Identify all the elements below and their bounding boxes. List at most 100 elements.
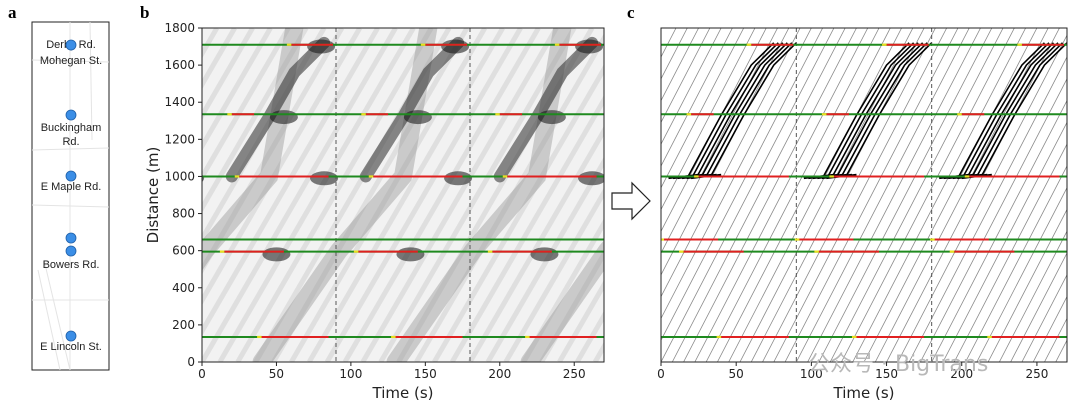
c-trajectory-20: [728, 28, 902, 362]
c-xtick-label-2: 100: [800, 367, 823, 381]
b-streak-12: [202, 28, 398, 362]
b-streak-32: [557, 279, 604, 362]
c-queue-4-0: [1075, 175, 1080, 179]
b-streak-16: [271, 28, 470, 362]
c-platoon-2-4: [840, 42, 928, 177]
b-queue-0-0: [136, 110, 164, 124]
c-trajectory-28: [818, 28, 993, 362]
b-queue-0-1: [173, 40, 201, 54]
panel-b-heatmap: 0 50 100 150 200 250 0 200 400 600 800 1000 1200 1400…: [128, 21, 605, 402]
c-platoon-1-2: [696, 42, 784, 177]
c-trajectory-12: [661, 28, 812, 320]
b-band-high-2: [359, 36, 465, 183]
b-streak-18: [307, 28, 505, 362]
c-trajectory-41: [965, 165, 1067, 362]
c-trajectory-50: [1066, 361, 1067, 362]
c-trajectory-47: [1032, 295, 1067, 362]
map-marker-2-0: [65, 170, 77, 182]
c-xtick-label-0: 0: [657, 367, 665, 381]
panel-b-ticks: 0 50 100 150 200 250 0 200 400 600 800 1000 1200 1400…: [164, 21, 585, 381]
c-trajectory-17: [694, 28, 869, 362]
map-streets: [31, 21, 110, 371]
c-trajectory-26: [795, 28, 970, 362]
c-platoon-1-4: [705, 42, 793, 177]
c-platoon-1-5: [709, 42, 797, 177]
c-trajectory-8: [661, 28, 767, 233]
c-platoon-2-2: [831, 42, 919, 177]
b-streak-10: [202, 28, 362, 306]
b-xtick-label-3: 150: [414, 367, 437, 381]
c-trajectory-10: [661, 28, 790, 276]
c-trajectory-37: [920, 77, 1067, 362]
c-xtick-label-5: 250: [1025, 367, 1048, 381]
c-trajectory-3: [661, 28, 711, 124]
b-ytick-label-3: 600: [172, 244, 195, 258]
c-platoon-3-3: [971, 42, 1059, 177]
b-streak-13: [217, 28, 416, 362]
x-axis-label-b: Time (s): [372, 384, 434, 402]
c-trajectory-22: [750, 28, 925, 362]
c-trajectory-34: [886, 28, 1060, 362]
b-queue-2-1: [441, 39, 470, 54]
b-ytick-label-2: 400: [172, 281, 195, 295]
c-xtick-label-4: 200: [950, 367, 973, 381]
b-streak-20: [342, 28, 541, 362]
c-trajectory-24: [773, 28, 948, 362]
y-axis-label-b: Distance (m): [144, 147, 162, 244]
b-ytick-label-5: 1000: [164, 169, 195, 183]
panel-c-trajectories: 0 50 100 150 200 250 Time (s) 公众号 · BigTrans: [657, 27, 1080, 402]
b-ytick-label-8: 1600: [164, 58, 195, 72]
panel-b-content: [128, 28, 604, 362]
b-queue-3-2: [530, 247, 559, 262]
c-trajectory-19: [717, 28, 891, 362]
c-trajectory-29: [829, 28, 1004, 362]
b-ytick-label-7: 1400: [164, 95, 195, 109]
c-trajectory-2: [661, 28, 699, 102]
b-ytick-label-6: 1200: [164, 132, 195, 146]
map-label-0-1: Mohegan St.: [40, 55, 102, 67]
b-queue-3-0: [537, 110, 566, 125]
c-trajectory-18: [705, 28, 880, 362]
c-trajectory-15: [671, 28, 846, 362]
c-platoon-3-1: [962, 42, 1050, 177]
axes-frame-b: [201, 27, 605, 363]
b-queue-1-2: [262, 247, 291, 262]
b-queue-1-1: [307, 39, 336, 54]
b-ytick-label-1: 200: [172, 318, 195, 332]
map-label-1-1: Rd.: [62, 136, 79, 148]
c-trajectory-39: [942, 121, 1067, 362]
c-trajectory-44: [998, 230, 1067, 362]
c-trajectory-36: [908, 56, 1067, 362]
c-trajectory-23: [762, 28, 936, 362]
b-streak-4: [202, 28, 255, 121]
b-ytick-label-0: 0: [187, 355, 195, 369]
c-trajectory-5: [661, 28, 733, 167]
c-trajectory-45: [1010, 252, 1067, 362]
right-arrow-icon: [611, 181, 651, 221]
b-streak-25: [432, 64, 604, 362]
map-marker-group: [65, 39, 77, 342]
c-platoon-2-1: [827, 42, 915, 177]
map-marker-1-0: [65, 109, 77, 121]
panel-letter-c: c: [627, 3, 635, 22]
b-xtick-label-1: 50: [269, 367, 284, 381]
axes-frame-c: [660, 27, 1068, 363]
c-trajectory-43: [987, 208, 1067, 362]
c-trajectory-30: [841, 28, 1015, 362]
c-platoon-1-0: [687, 42, 775, 177]
c-trajectory-38: [931, 99, 1067, 362]
c-trajectory-40: [953, 143, 1067, 362]
b-streak-7: [202, 28, 309, 213]
b-queue-2-3: [444, 171, 473, 186]
b-streak-14: [235, 28, 434, 362]
c-trajectory-42: [976, 186, 1067, 362]
c-trajectory-7: [661, 28, 756, 211]
c-xtick-label-1: 50: [729, 367, 744, 381]
b-streak-31: [539, 249, 604, 362]
c-trajectory-6: [661, 28, 745, 189]
b-streak-29: [503, 187, 604, 362]
b-queue-0-2: [128, 247, 156, 261]
b-streak-17: [289, 28, 488, 362]
watermark: 公众号 · BigTrans: [808, 352, 988, 377]
